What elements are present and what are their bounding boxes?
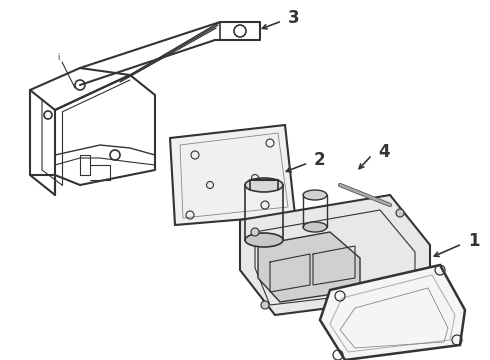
Text: i: i [57,53,59,62]
Polygon shape [240,195,430,315]
Text: 2: 2 [314,151,326,169]
Polygon shape [170,125,295,225]
Polygon shape [258,232,360,302]
Text: 3: 3 [288,9,299,27]
Ellipse shape [245,233,283,247]
Polygon shape [320,265,465,360]
Circle shape [396,209,404,217]
Text: 1: 1 [468,232,480,250]
Ellipse shape [303,222,327,232]
Ellipse shape [245,178,283,192]
Circle shape [261,301,269,309]
Text: 4: 4 [378,143,390,161]
Circle shape [251,228,259,236]
Circle shape [411,281,419,289]
Ellipse shape [303,190,327,200]
